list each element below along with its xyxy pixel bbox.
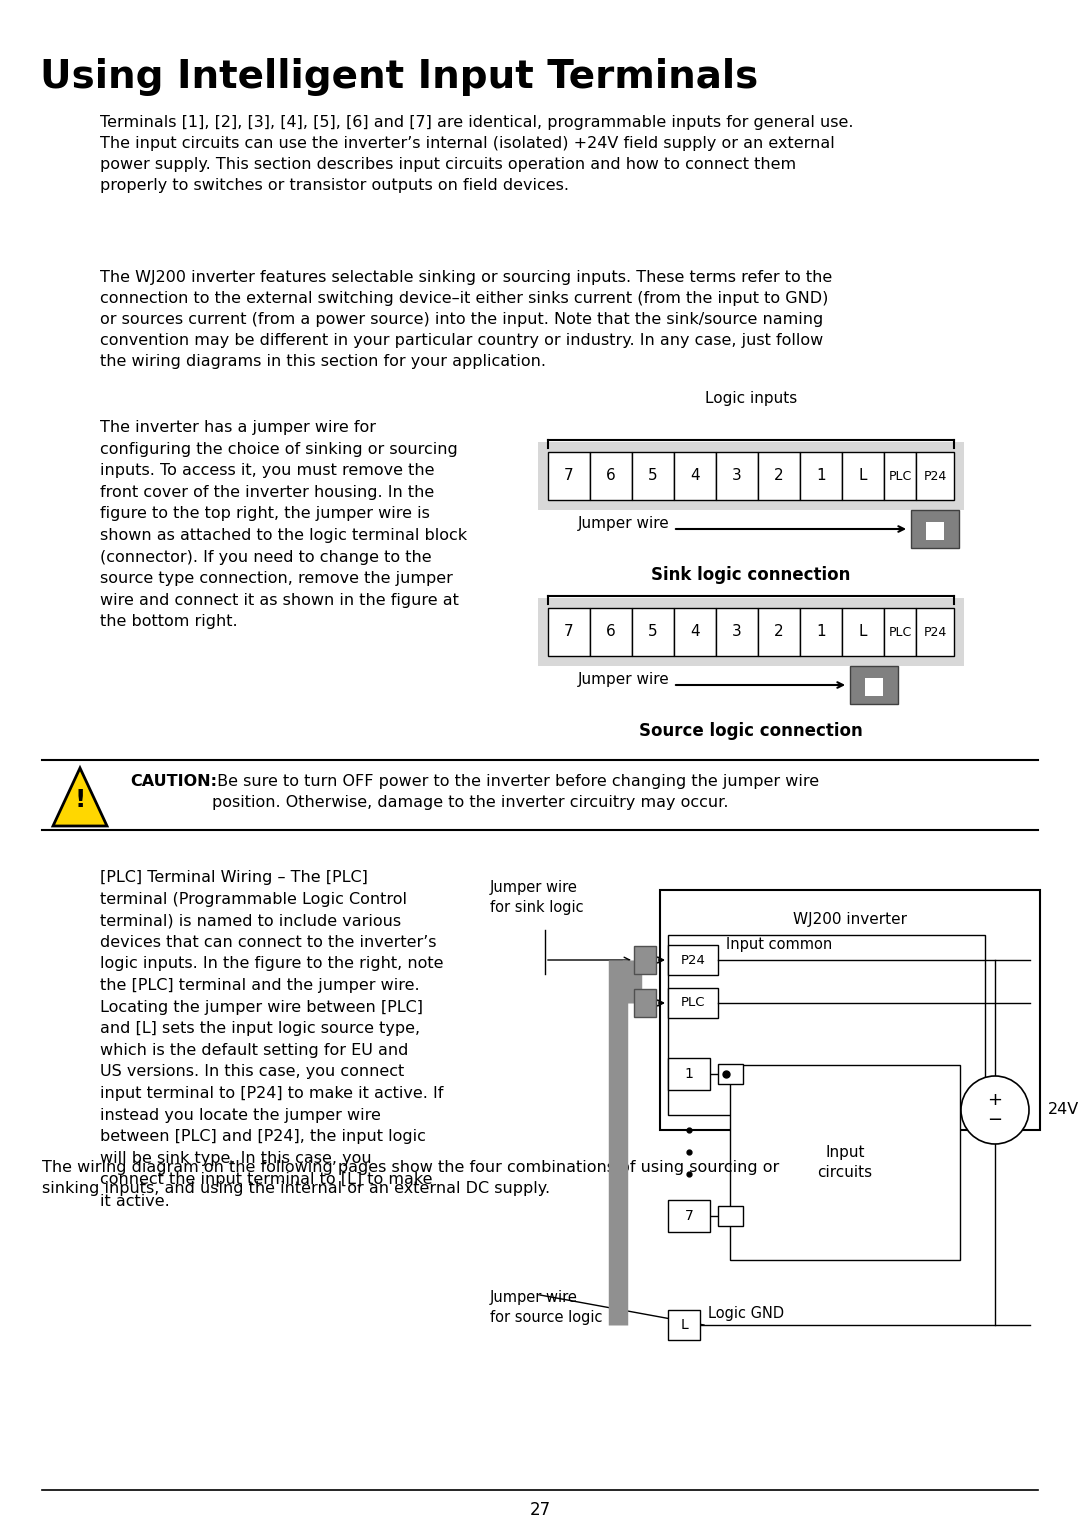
Text: !: ! xyxy=(75,787,85,812)
Bar xyxy=(912,510,959,548)
Text: −: − xyxy=(987,1111,1002,1129)
Text: Using Intelligent Input Terminals: Using Intelligent Input Terminals xyxy=(40,58,758,96)
Text: 27: 27 xyxy=(529,1502,551,1518)
Bar xyxy=(632,607,674,656)
Bar xyxy=(716,607,758,656)
Text: P24: P24 xyxy=(923,470,947,482)
Text: Logic inputs: Logic inputs xyxy=(705,391,797,406)
Text: Source logic connection: Source logic connection xyxy=(639,722,863,740)
Bar xyxy=(885,607,916,656)
Text: 7: 7 xyxy=(564,624,573,639)
Text: P24: P24 xyxy=(923,626,947,638)
Bar xyxy=(885,452,916,501)
Text: [PLC] Terminal Wiring – The [PLC]
terminal (Programmable Logic Control
terminal): [PLC] Terminal Wiring – The [PLC] termin… xyxy=(100,870,444,1209)
Bar xyxy=(669,935,985,1116)
Bar xyxy=(634,989,656,1016)
Bar xyxy=(660,890,1040,1129)
Text: 4: 4 xyxy=(690,468,700,484)
Text: The inverter has a jumper wire for
configuring the choice of sinking or sourcing: The inverter has a jumper wire for confi… xyxy=(100,420,468,629)
Bar xyxy=(730,1065,960,1260)
Text: 4: 4 xyxy=(690,624,700,639)
Text: L: L xyxy=(859,468,867,484)
Text: 1: 1 xyxy=(685,1067,693,1080)
Text: 5: 5 xyxy=(648,468,658,484)
Bar xyxy=(716,452,758,501)
Text: WJ200 inverter: WJ200 inverter xyxy=(793,913,907,926)
Text: 1: 1 xyxy=(816,624,826,639)
Bar xyxy=(669,1058,710,1090)
Text: Terminals [1], [2], [3], [4], [5], [6] and [7] are identical, programmable input: Terminals [1], [2], [3], [4], [5], [6] a… xyxy=(100,114,853,192)
Text: 2: 2 xyxy=(774,624,784,639)
Text: CAUTION:: CAUTION: xyxy=(130,774,217,789)
Bar xyxy=(669,987,718,1018)
Bar xyxy=(669,1309,700,1340)
Bar xyxy=(674,607,716,656)
Text: Logic GND: Logic GND xyxy=(708,1306,784,1322)
Bar xyxy=(538,598,964,665)
Bar xyxy=(758,607,800,656)
Text: Be sure to turn OFF power to the inverter before changing the jumper wire
positi: Be sure to turn OFF power to the inverte… xyxy=(212,774,819,810)
Bar xyxy=(538,443,964,510)
Bar xyxy=(590,607,632,656)
Text: Jumper wire
for sink logic: Jumper wire for sink logic xyxy=(490,881,583,914)
Bar xyxy=(548,452,590,501)
Bar xyxy=(758,452,800,501)
Bar xyxy=(800,452,842,501)
Bar xyxy=(916,452,954,501)
Text: Sink logic connection: Sink logic connection xyxy=(651,566,851,584)
Text: +: + xyxy=(987,1091,1002,1109)
Bar xyxy=(842,452,885,501)
Text: Jumper wire: Jumper wire xyxy=(578,516,670,531)
Text: PLC: PLC xyxy=(680,996,705,1010)
Text: 7: 7 xyxy=(564,468,573,484)
Text: The wiring diagram on the following pages show the four combinations of using so: The wiring diagram on the following page… xyxy=(42,1160,780,1196)
Text: P24: P24 xyxy=(680,954,705,966)
Bar xyxy=(865,678,883,696)
Text: Jumper wire: Jumper wire xyxy=(578,671,670,687)
Bar xyxy=(800,607,842,656)
Text: 6: 6 xyxy=(606,468,616,484)
Bar xyxy=(674,452,716,501)
Text: Input
circuits: Input circuits xyxy=(818,1144,873,1180)
Text: Input common: Input common xyxy=(726,937,833,952)
Text: Jumper wire
for source logic: Jumper wire for source logic xyxy=(490,1289,603,1325)
Circle shape xyxy=(961,1076,1029,1144)
Polygon shape xyxy=(53,768,107,826)
Text: PLC: PLC xyxy=(889,470,912,482)
Bar xyxy=(548,607,590,656)
Text: 5: 5 xyxy=(648,624,658,639)
Bar xyxy=(669,945,718,975)
Text: The WJ200 inverter features selectable sinking or sourcing inputs. These terms r: The WJ200 inverter features selectable s… xyxy=(100,270,833,369)
Text: 3: 3 xyxy=(732,624,742,639)
Text: L: L xyxy=(680,1318,688,1332)
Text: PLC: PLC xyxy=(889,626,912,638)
Bar xyxy=(718,1206,743,1225)
Bar xyxy=(916,607,954,656)
Bar xyxy=(718,1064,743,1083)
Text: 7: 7 xyxy=(685,1209,693,1222)
Text: 6: 6 xyxy=(606,624,616,639)
Text: 1: 1 xyxy=(816,468,826,484)
Bar xyxy=(590,452,632,501)
Bar xyxy=(632,452,674,501)
Text: 3: 3 xyxy=(732,468,742,484)
Bar xyxy=(669,1199,710,1231)
Text: 24V: 24V xyxy=(1048,1102,1079,1117)
Bar xyxy=(926,522,944,540)
Bar xyxy=(850,665,897,703)
Text: L: L xyxy=(859,624,867,639)
Text: 2: 2 xyxy=(774,468,784,484)
Bar xyxy=(842,607,885,656)
Bar xyxy=(634,946,656,974)
